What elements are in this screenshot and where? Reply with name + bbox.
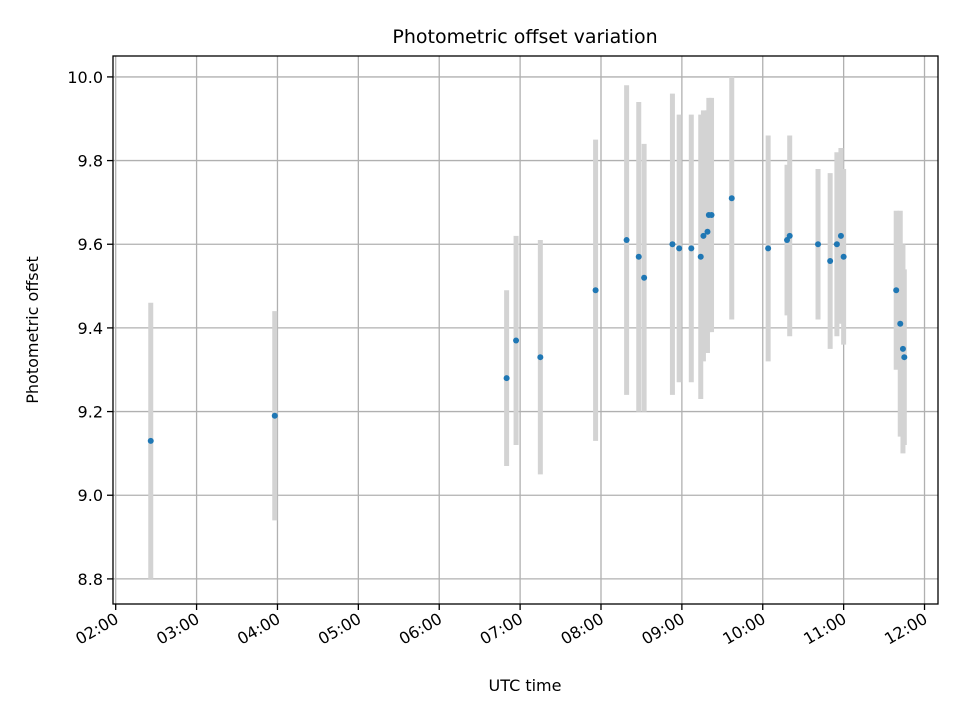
y-tick-label: 9.6 xyxy=(78,235,103,254)
data-point xyxy=(708,211,715,218)
data-point xyxy=(688,245,695,252)
data-point xyxy=(840,253,847,260)
data-point xyxy=(503,375,510,382)
data-point xyxy=(833,241,840,248)
data-point xyxy=(147,437,154,444)
data-point xyxy=(901,354,908,361)
y-tick-label: 8.8 xyxy=(78,570,103,589)
data-point xyxy=(765,245,772,252)
y-tick-label: 9.4 xyxy=(78,319,103,338)
data-point xyxy=(837,232,844,239)
x-axis-label: UTC time xyxy=(489,676,562,695)
x-tick-label: 11:00 xyxy=(800,609,849,649)
y-tick-label: 9.8 xyxy=(78,152,103,171)
x-tick-label: 03:00 xyxy=(153,609,202,649)
x-tick-label: 09:00 xyxy=(638,609,687,649)
x-tick-label: 04:00 xyxy=(234,609,283,649)
plot-frame xyxy=(112,55,939,605)
grid-lines xyxy=(113,56,938,604)
data-point xyxy=(704,228,711,235)
data-point xyxy=(592,287,599,294)
y-tick-label: 9.2 xyxy=(78,403,103,422)
data-point xyxy=(697,253,704,260)
data-point xyxy=(676,245,683,252)
y-axis-label: Photometric offset xyxy=(23,256,42,404)
data-point xyxy=(513,337,520,344)
y-tick-label: 9.0 xyxy=(78,486,103,505)
data-point xyxy=(623,237,630,244)
data-point xyxy=(899,345,906,352)
x-tick-label: 06:00 xyxy=(396,609,445,649)
data-point xyxy=(635,253,642,260)
x-tick-label: 10:00 xyxy=(719,609,768,649)
data-point xyxy=(537,354,544,361)
data-point xyxy=(786,232,793,239)
x-tick-label: 02:00 xyxy=(72,609,121,649)
data-point xyxy=(897,320,904,327)
data-point xyxy=(641,274,648,281)
data-point xyxy=(271,412,278,419)
x-tick-label: 07:00 xyxy=(477,609,526,649)
y-tick-label: 10.0 xyxy=(67,68,103,87)
data-point xyxy=(728,195,735,202)
x-tick-label: 08:00 xyxy=(558,609,607,649)
data-points xyxy=(147,195,908,444)
data-point xyxy=(827,257,834,264)
data-point xyxy=(893,287,900,294)
chart-title: Photometric offset variation xyxy=(392,26,657,48)
data-point xyxy=(815,241,822,248)
data-point xyxy=(669,241,676,248)
data-point xyxy=(700,232,707,239)
x-tick-label: 05:00 xyxy=(315,609,364,649)
x-tick-label: 12:00 xyxy=(881,609,930,649)
